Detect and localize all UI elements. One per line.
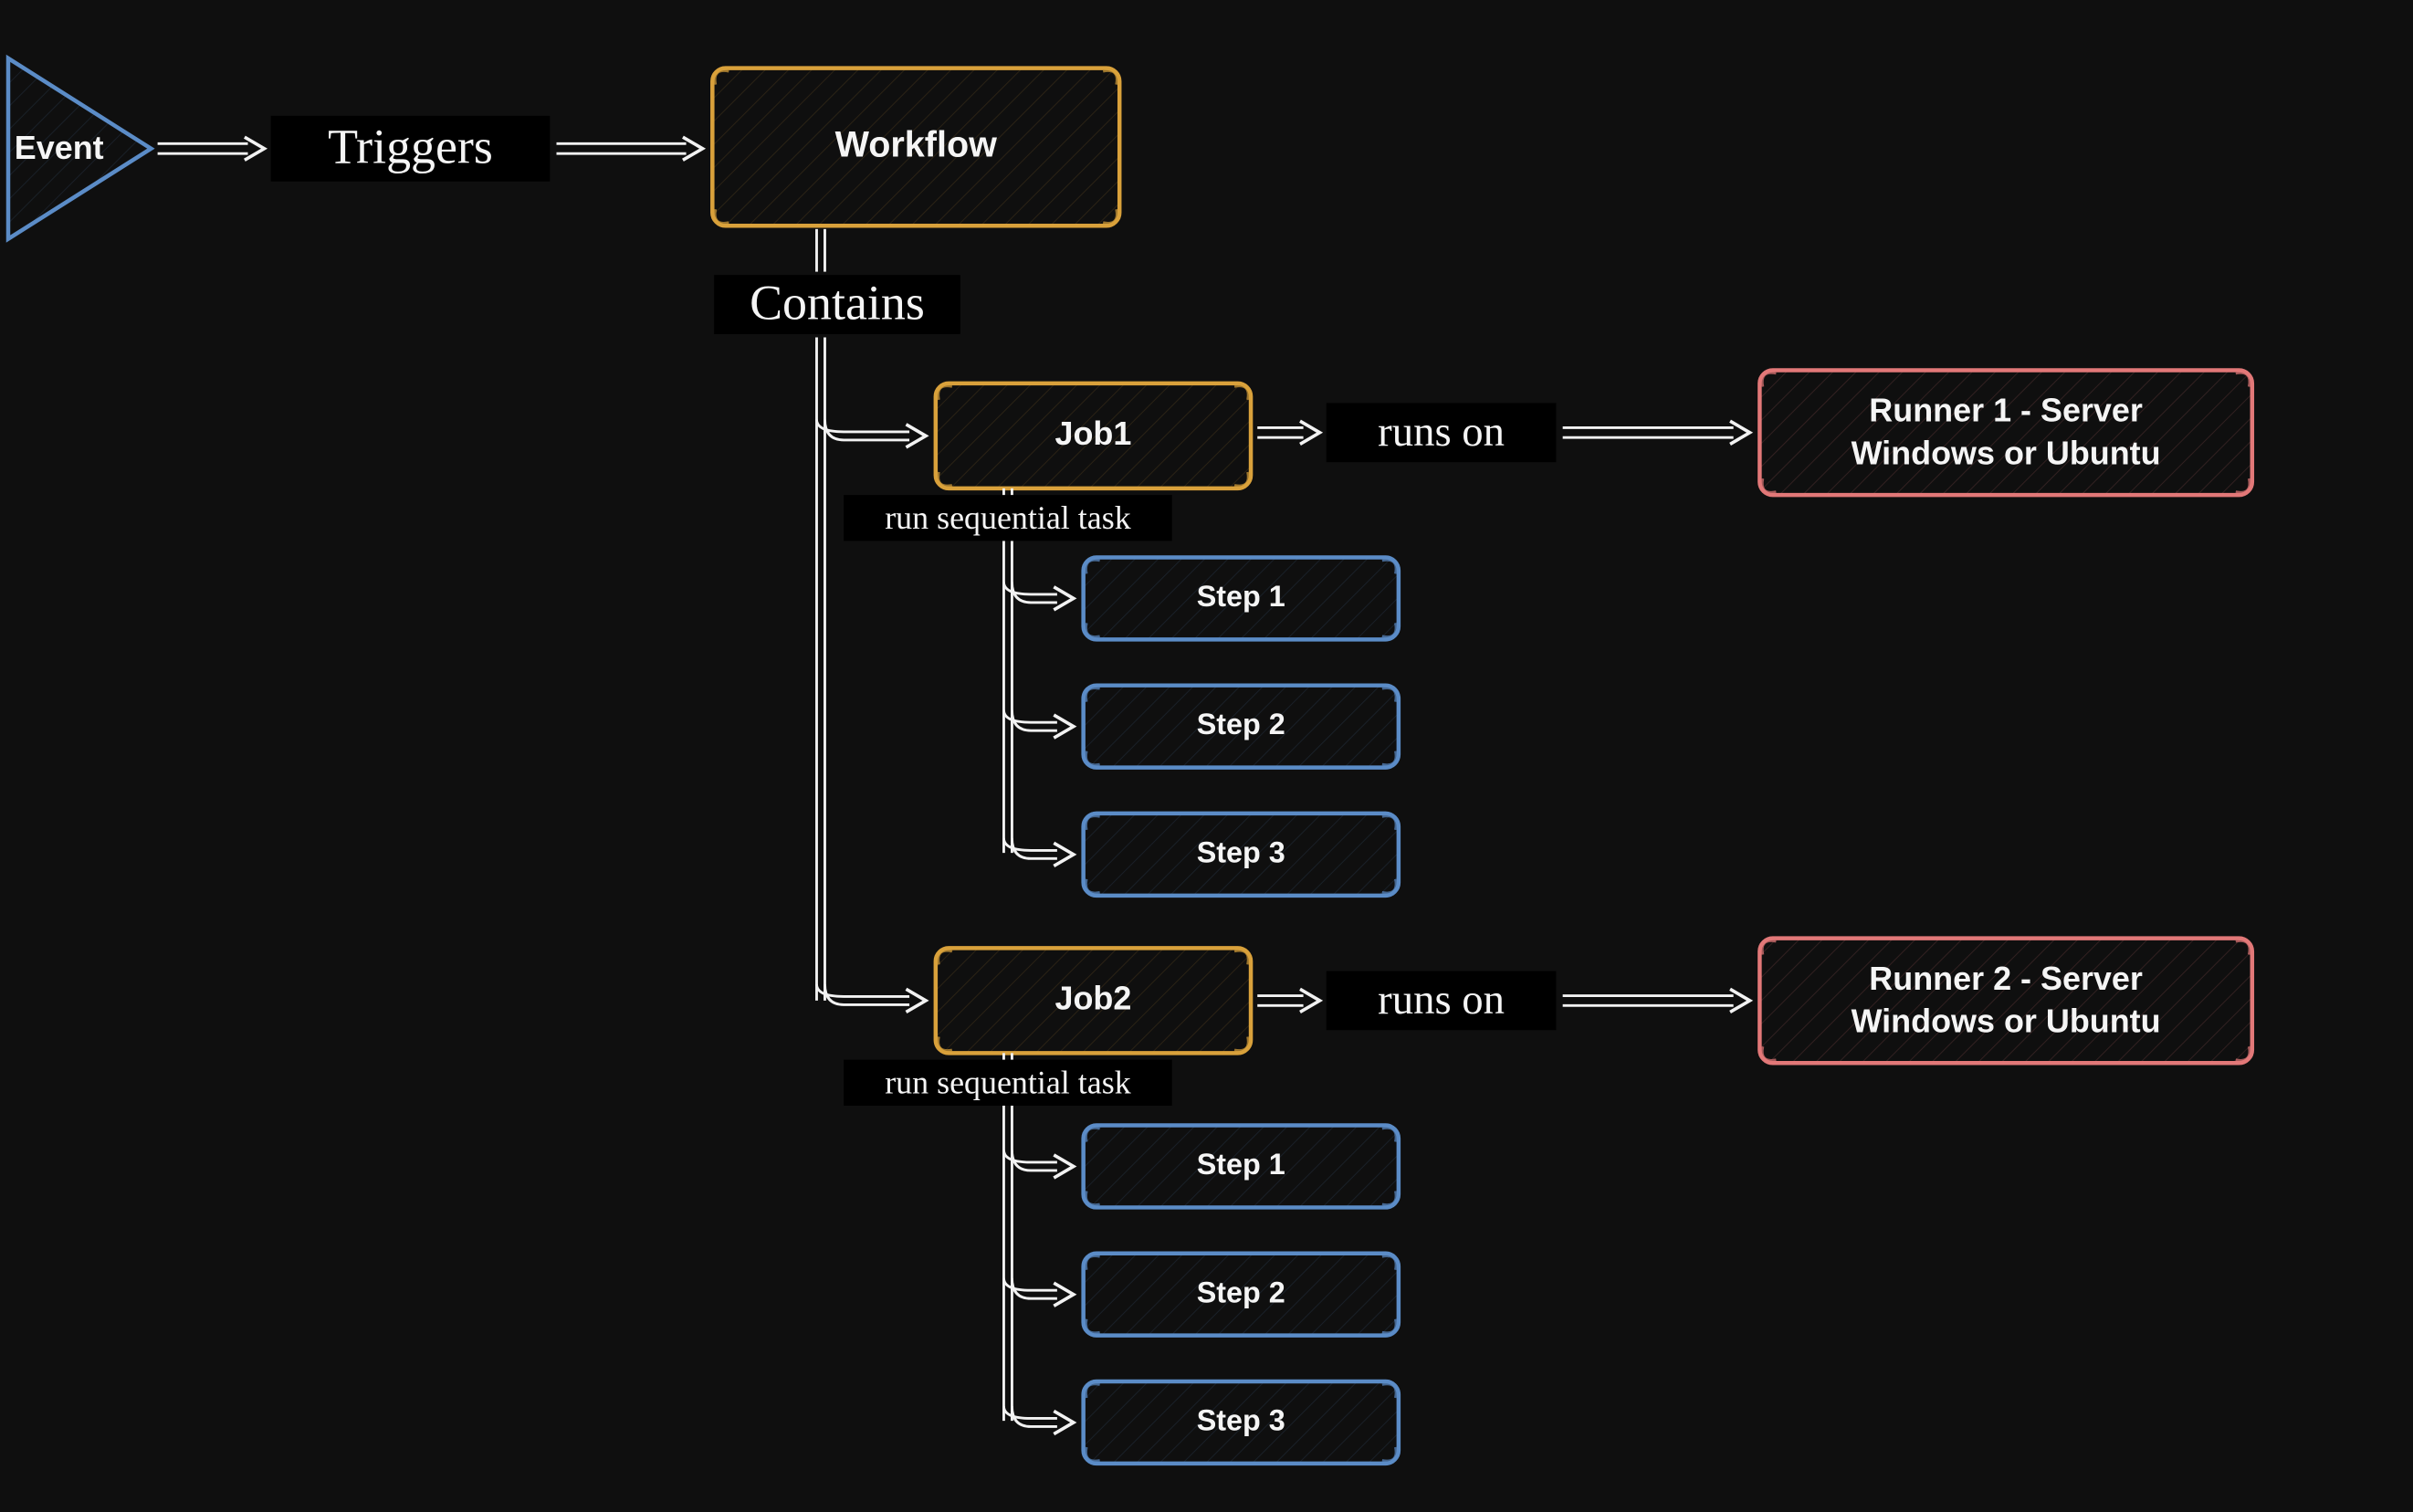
job1-seq-label: run sequential task bbox=[885, 499, 1130, 536]
runner2-label-1: Runner 2 - Server bbox=[1869, 960, 2143, 997]
runner2-label-2: Windows or Ubuntu bbox=[1852, 1003, 2161, 1040]
node-label: Step 3 bbox=[1197, 835, 1285, 868]
runs-on-2-label: runs on bbox=[1378, 976, 1505, 1024]
runs-on-1-label: runs on bbox=[1378, 408, 1505, 456]
runner2-node bbox=[1759, 939, 2251, 1064]
node-label: Step 1 bbox=[1197, 1148, 1285, 1181]
workflow-diagram: Event Workflow Job1 Job2 Runner 1 - Server Wi… bbox=[0, 0, 2413, 1512]
contains-label: Contains bbox=[750, 276, 925, 331]
node-label: Job1 bbox=[1054, 415, 1131, 452]
node-label: Job2 bbox=[1054, 979, 1131, 1016]
runner1-node bbox=[1759, 370, 2251, 495]
node-label: Workflow bbox=[835, 124, 997, 164]
job2-seq-label: run sequential task bbox=[885, 1065, 1130, 1101]
node-label: Step 2 bbox=[1197, 1276, 1285, 1308]
runner1-label-2: Windows or Ubuntu bbox=[1852, 434, 2161, 471]
node-label: Step 2 bbox=[1197, 708, 1285, 740]
node-label: Step 1 bbox=[1197, 580, 1285, 613]
triggers-label: Triggers bbox=[328, 120, 493, 174]
node-label: Step 3 bbox=[1197, 1404, 1285, 1437]
runner1-label-1: Runner 1 - Server bbox=[1869, 392, 2143, 429]
event-label: Event bbox=[15, 129, 104, 166]
